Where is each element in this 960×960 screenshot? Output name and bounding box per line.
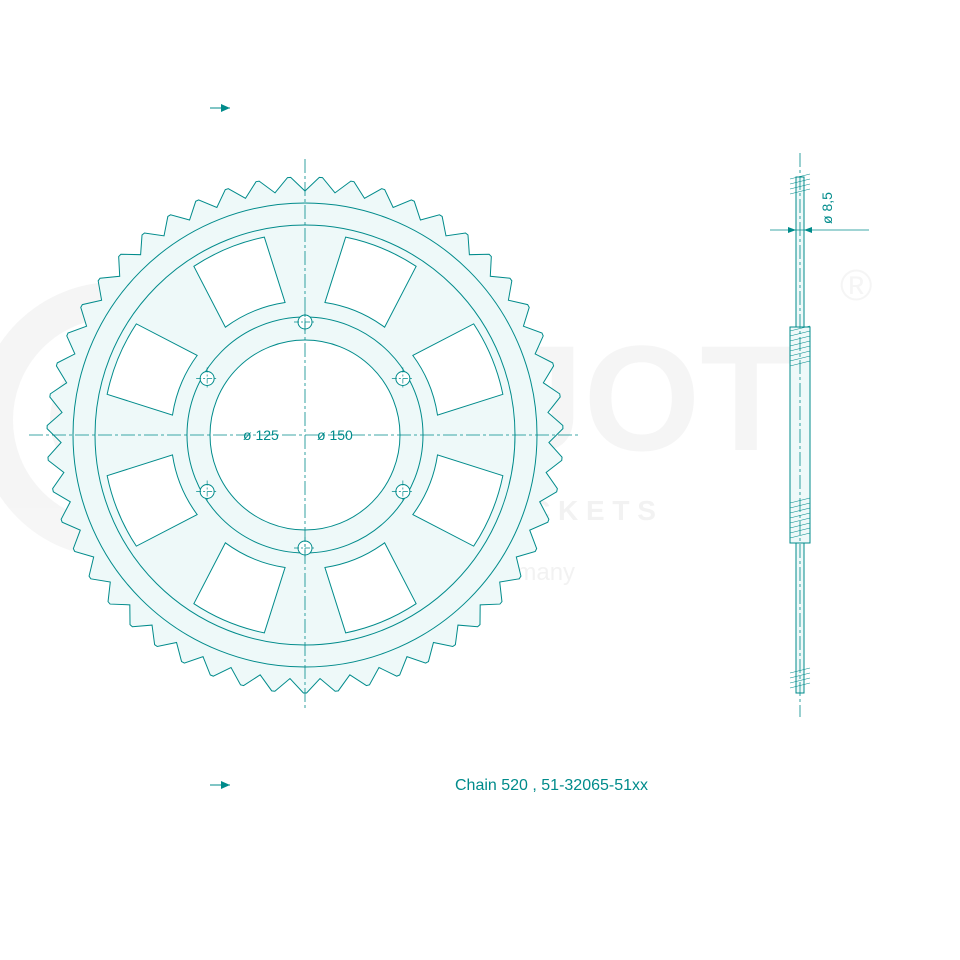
dim-150: ø 150 <box>317 427 353 443</box>
dim-85: ø 8,5 <box>819 192 835 224</box>
dim-125: ø 125 <box>243 427 279 443</box>
svg-text:®: ® <box>840 261 872 310</box>
part-caption: Chain 520 , 51-32065-51xx <box>455 777 648 794</box>
sprocket-front-view: ø 125 ø 150 <box>29 104 581 789</box>
drawing-canvas: ESJOT®S P R O C K E T SHighest Quality. … <box>0 0 960 960</box>
